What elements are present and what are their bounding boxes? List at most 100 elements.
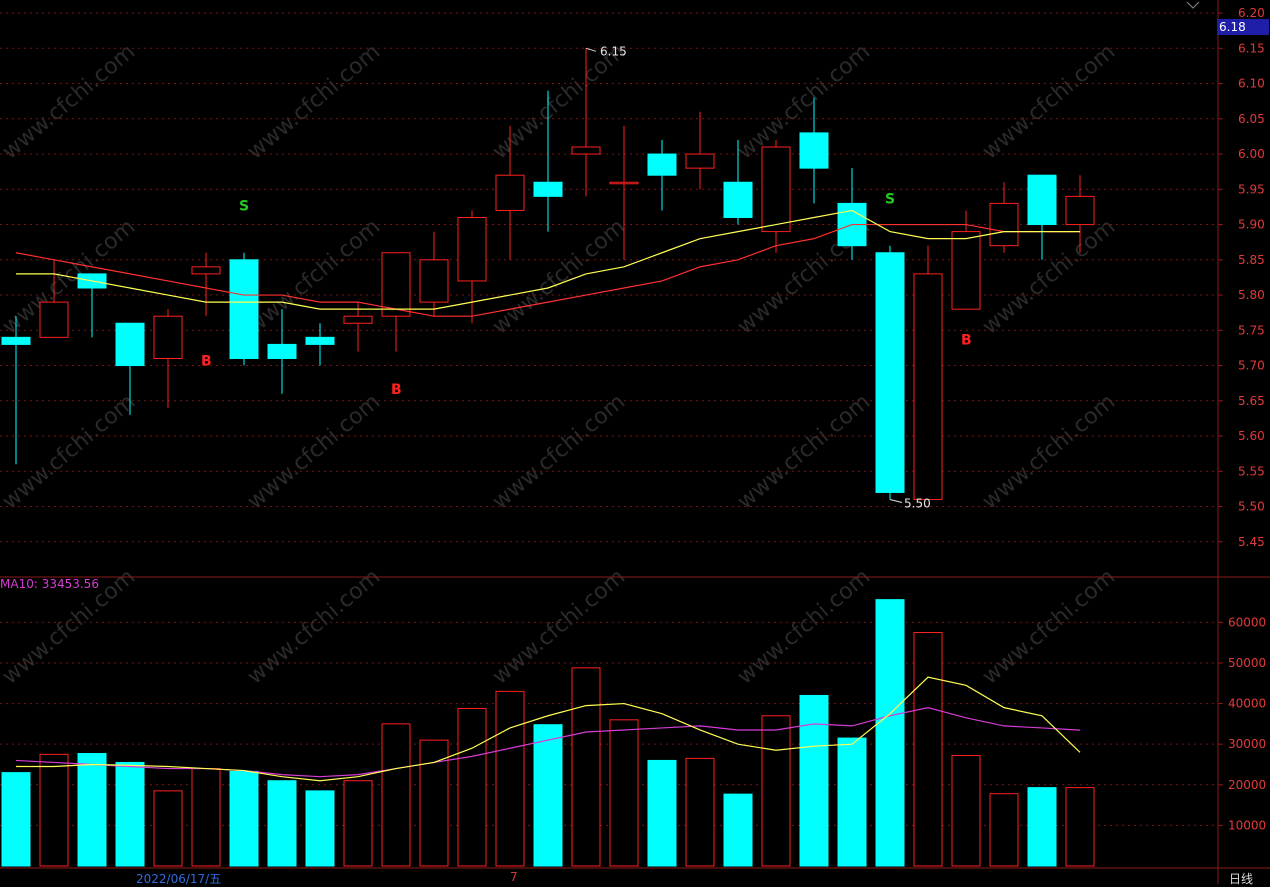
volume-ma5-line — [16, 676, 1081, 782]
volume-bar — [913, 632, 943, 867]
volume-bar — [229, 770, 259, 867]
high-price-label: 6.15 — [600, 44, 627, 58]
volume-bar — [495, 690, 525, 867]
candle-up — [571, 146, 601, 155]
candle-down — [267, 343, 297, 359]
price-tick-label: 6.15 — [1238, 41, 1265, 55]
volume-bar — [989, 793, 1019, 867]
watermark: www.cfchi.com — [243, 564, 385, 689]
candle-up — [191, 266, 221, 275]
high-annotation-pointer — [585, 47, 597, 52]
watermark: www.cfchi.com — [0, 39, 140, 164]
buy-signal: B — [391, 382, 402, 398]
volume-bar — [609, 719, 639, 867]
price-ma-slow-line — [15, 223, 1080, 317]
candle-down — [115, 322, 145, 367]
buy-signal: B — [201, 354, 212, 370]
sell-signal: S — [239, 198, 249, 214]
volume-tick-label: 10000 — [1228, 818, 1266, 832]
volume-bar — [305, 790, 335, 867]
candle-down — [533, 181, 563, 197]
volume-tick-label: 40000 — [1228, 697, 1266, 711]
candle-up — [1065, 195, 1095, 226]
volume-bar — [1027, 787, 1057, 867]
candle-up — [913, 273, 943, 500]
candle-down — [1, 336, 31, 345]
volume-bar — [77, 753, 107, 867]
volume-bar — [647, 759, 677, 867]
price-tick-label: 6.20 — [1238, 6, 1265, 20]
watermark: www.cfchi.com — [978, 389, 1120, 514]
volume-ma10-line — [15, 707, 1081, 778]
candle-up — [609, 181, 639, 185]
candle-up — [761, 146, 791, 233]
buy-signal: B — [961, 332, 972, 348]
price-tick-label: 5.95 — [1238, 182, 1265, 196]
price-tick-label: 5.65 — [1238, 394, 1265, 408]
price-tick-label: 5.75 — [1238, 323, 1265, 337]
candle-up — [685, 153, 715, 169]
volume-ma10-label: MA10: 33453.56 — [0, 577, 99, 591]
volume-bar — [191, 768, 221, 867]
volume-bar — [457, 707, 487, 867]
x-axis-marker: 7 — [510, 870, 518, 884]
candle-down — [229, 259, 259, 359]
current-price-tag: 6.18 — [1217, 19, 1269, 35]
volume-bar — [951, 755, 981, 867]
watermark: www.cfchi.com — [243, 389, 385, 514]
price-tick-label: 5.85 — [1238, 253, 1265, 267]
volume-bar — [343, 780, 373, 867]
volume-bar — [799, 694, 829, 867]
candle-down — [875, 252, 905, 493]
watermark: www.cfchi.com — [488, 214, 630, 339]
watermark: www.cfchi.com — [733, 564, 875, 689]
candle-down — [1027, 174, 1057, 226]
date-label: 2022/06/17/五 — [136, 872, 222, 886]
watermark: www.cfchi.com — [243, 39, 385, 164]
volume-bar — [723, 793, 753, 867]
volume-bar — [837, 737, 867, 867]
price-tick-label: 6.10 — [1238, 77, 1265, 91]
watermark: www.cfchi.com — [488, 389, 630, 514]
candle-up — [153, 315, 183, 360]
candle-up — [457, 217, 487, 282]
sell-signal: S — [885, 191, 895, 207]
collapse-chevron-icon — [1186, 1, 1200, 9]
low-annotation-pointer — [889, 499, 903, 503]
price-ma-fast-line — [16, 209, 1080, 310]
volume-tick-label: 50000 — [1228, 656, 1266, 670]
candle-down — [647, 153, 677, 176]
price-tick-label: 5.45 — [1238, 535, 1265, 549]
candle-up — [419, 259, 449, 303]
candle-up — [951, 231, 981, 310]
watermark: www.cfchi.com — [978, 39, 1120, 164]
volume-bar — [761, 715, 791, 867]
volume-bar — [115, 761, 145, 867]
price-tick-label: 5.70 — [1238, 359, 1265, 373]
watermark: www.cfchi.com — [488, 564, 630, 689]
period-label[interactable]: 日线 — [1229, 872, 1254, 886]
volume-bar — [1065, 787, 1095, 867]
price-tick-label: 5.80 — [1238, 288, 1265, 302]
volume-bar — [381, 723, 411, 867]
volume-tick-label: 20000 — [1228, 778, 1266, 792]
volume-bar — [533, 724, 563, 867]
volume-tick-label: 60000 — [1228, 615, 1266, 629]
candle-up — [381, 252, 411, 317]
price-tick-label: 6.00 — [1238, 147, 1265, 161]
volume-bar — [1, 772, 31, 867]
volume-bar — [685, 757, 715, 867]
price-tick-label: 5.60 — [1238, 429, 1265, 443]
candle-down — [305, 336, 335, 345]
watermark: www.cfchi.com — [978, 564, 1120, 689]
volume-bar — [875, 599, 905, 867]
price-tick-label: 6.05 — [1238, 112, 1265, 126]
candle-up — [343, 315, 373, 324]
candle-up — [989, 202, 1019, 247]
watermark: www.cfchi.com — [0, 389, 140, 514]
candle-up — [39, 301, 69, 338]
volume-bar — [571, 667, 601, 867]
volume-bar — [267, 780, 297, 867]
price-tick-label: 5.90 — [1238, 218, 1265, 232]
